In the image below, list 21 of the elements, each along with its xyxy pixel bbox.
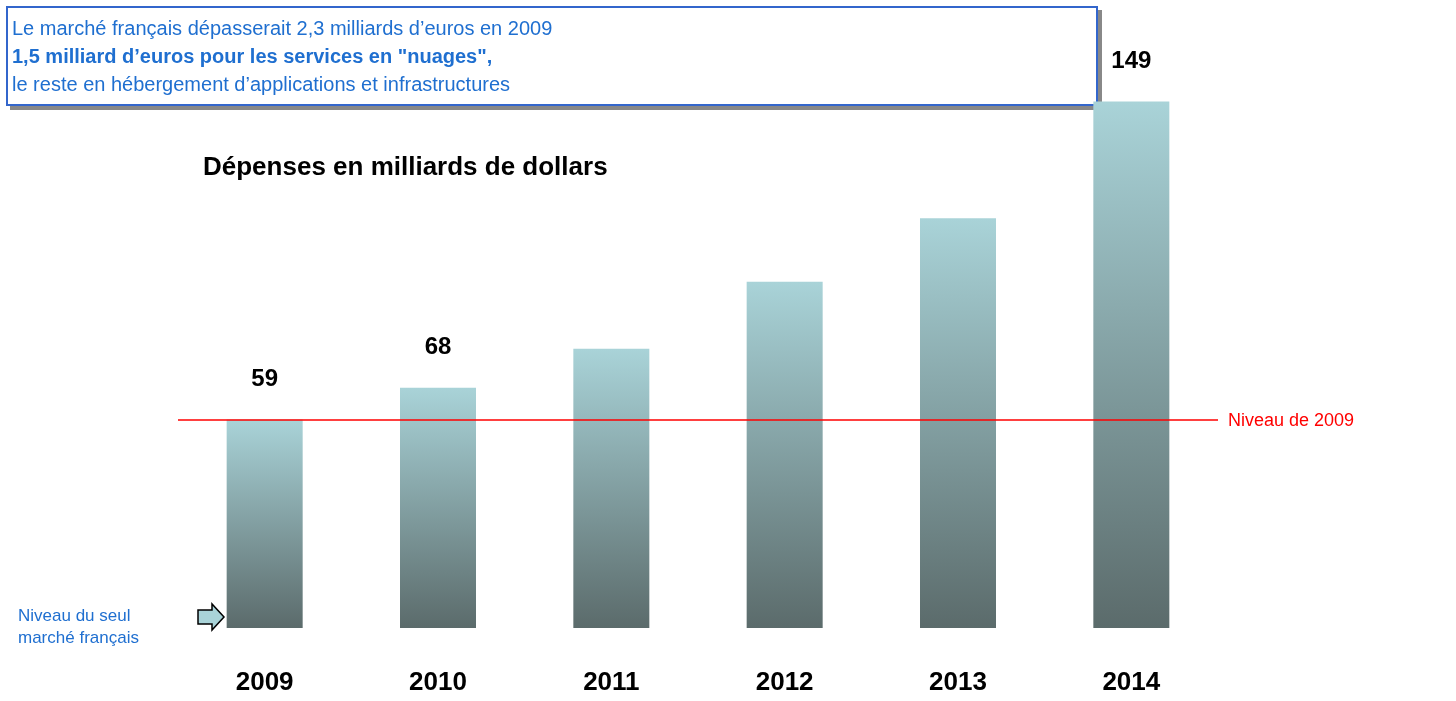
text: le reste en hébergement d’applications et infrastructures bbox=[12, 73, 511, 95]
ref-line-label: Niveau de 2009 bbox=[1228, 409, 1355, 430]
bar bbox=[573, 348, 650, 628]
x-tick-label: 2010 bbox=[409, 666, 467, 696]
x-tick-label: 2011 bbox=[583, 666, 640, 696]
bar bbox=[226, 419, 303, 628]
bar bbox=[746, 281, 823, 628]
text: Le marché français dépasserait 2,3 milliards d’euros en 2009 bbox=[12, 17, 553, 39]
x-tick-label: 2014 bbox=[1102, 666, 1161, 696]
text: 1,5 milliard d’euros pour les services en "nuages", bbox=[12, 45, 493, 67]
text: Niveau du seul marché français bbox=[18, 605, 139, 647]
data-label: 59 bbox=[251, 364, 279, 392]
text: Dépenses en milliards de dollars bbox=[203, 151, 608, 181]
bar bbox=[1093, 101, 1170, 628]
data-label: 68 bbox=[424, 332, 452, 360]
x-tick-label: 2013 bbox=[929, 666, 987, 696]
bar bbox=[400, 387, 476, 628]
x-tick-label: 2012 bbox=[755, 666, 814, 696]
data-label: 149 bbox=[1111, 46, 1152, 74]
x-tick-label: 2009 bbox=[235, 666, 294, 696]
bar bbox=[920, 218, 996, 628]
